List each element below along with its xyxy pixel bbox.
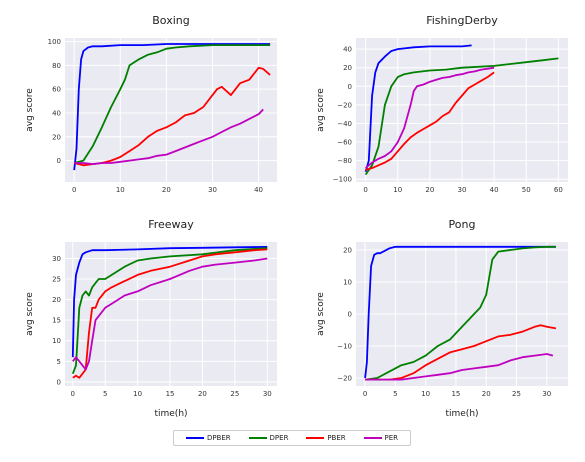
x-tick-label: 0	[363, 186, 367, 194]
y-tick-label: −60	[337, 139, 352, 147]
x-tick-label: 20	[425, 186, 434, 194]
chart-legend: DPBER DPER PBER PER	[173, 430, 411, 446]
y-tick-label: 60	[52, 86, 61, 94]
x-tick-label: 0	[71, 390, 75, 398]
subplot-pong: 0 5 10 15 20 25 30 −20 −10 0 10 20 Pong time(h) avg sc…	[316, 218, 568, 419]
x-tick-label: 5	[103, 390, 107, 398]
series-line-dper	[364, 245, 556, 381]
legend-item-per: PER	[363, 434, 399, 442]
chart-title: Pong	[449, 218, 476, 231]
series-line-dpber	[71, 246, 268, 358]
x-tick-label: 50	[522, 186, 531, 194]
y-tick-label: −20	[337, 101, 352, 109]
series-line-dpber	[364, 44, 472, 173]
y-axis-label: avg score	[316, 292, 326, 336]
y-tick-label: 20	[343, 247, 352, 255]
series-line-per	[74, 108, 264, 166]
legend-label: DPBER	[206, 434, 231, 442]
y-tick-label: 15	[52, 317, 61, 325]
series-line-pber	[72, 248, 268, 379]
y-tick-label: 80	[52, 62, 61, 70]
x-tick-label: 15	[166, 390, 175, 398]
series-line-dper	[71, 247, 268, 375]
legend-swatch	[248, 437, 267, 439]
x-tick-label: 10	[116, 186, 125, 194]
y-tick-label: −80	[337, 157, 352, 165]
y-tick-label: −20	[337, 375, 352, 383]
chart-title: Freeway	[148, 218, 194, 231]
y-tick-label: 20	[52, 296, 61, 304]
y-tick-label: −40	[337, 120, 352, 128]
series-line-per	[72, 257, 268, 371]
series-line-dper	[364, 57, 559, 176]
x-tick-label: 30	[458, 186, 467, 194]
y-axis-label: avg score	[25, 88, 35, 132]
y-axis-label: avg score	[25, 292, 35, 336]
x-tick-label: 0	[72, 186, 76, 194]
plot-background	[65, 242, 277, 386]
x-tick-label: 20	[162, 186, 171, 194]
legend-label: PER	[384, 434, 399, 442]
y-tick-label: 20	[52, 133, 61, 141]
x-tick-label: 25	[512, 390, 521, 398]
x-tick-label: 20	[482, 390, 491, 398]
subplot-freeway: 0 5 10 15 20 25 30 0 5 10 15 20 25 30 Freeway time(h) av…	[25, 218, 277, 419]
chart-title: FishingDerby	[426, 14, 498, 27]
legend-swatch	[185, 437, 204, 439]
x-tick-label: 30	[208, 186, 217, 194]
x-tick-label: 25	[230, 390, 239, 398]
x-tick-label: 10	[393, 186, 402, 194]
x-tick-label: 20	[198, 390, 207, 398]
legend-item-pber: PBER	[306, 434, 346, 442]
x-tick-label: 0	[363, 390, 367, 398]
y-axis-label: avg score	[316, 88, 326, 132]
y-tick-label: 100	[48, 38, 61, 46]
y-tick-label: 0	[348, 311, 352, 319]
legend-item-dper: DPER	[248, 434, 289, 442]
legend-swatch	[363, 437, 382, 439]
subplot-fishingderby: 0 10 20 30 40 50 60 −100 −80 −60 −40 −20 0 20 40 Fishin…	[316, 14, 568, 194]
subplot-boxing: 0 10 20 30 40 0 20 40 60 80 100 Boxing avg score	[25, 14, 277, 194]
legend-label: DPER	[269, 434, 289, 442]
y-tick-label: 0	[57, 378, 61, 386]
y-tick-label: 0	[348, 83, 352, 91]
x-tick-label: 10	[133, 390, 142, 398]
series-line-per	[365, 66, 495, 169]
series-line-dpber	[364, 245, 556, 379]
chart-title: Boxing	[152, 14, 189, 27]
x-axis-label: time(h)	[154, 409, 187, 419]
series-line-pber	[365, 71, 495, 171]
x-axis-label: time(h)	[445, 409, 478, 419]
y-tick-label: 40	[343, 46, 352, 54]
y-tick-label: 0	[57, 157, 61, 165]
y-tick-label: −10	[337, 343, 352, 351]
x-tick-label: 30	[542, 390, 551, 398]
x-tick-label: 60	[554, 186, 563, 194]
series-line-dpber	[73, 43, 271, 171]
y-tick-label: 10	[52, 337, 61, 345]
y-tick-label: 10	[343, 279, 352, 287]
x-tick-label: 40	[254, 186, 263, 194]
legend-swatch	[306, 437, 325, 439]
y-tick-label: 20	[343, 64, 352, 72]
series-line-pber	[73, 66, 271, 167]
legend-label: PBER	[327, 434, 346, 442]
y-tick-label: 40	[52, 109, 61, 117]
y-tick-label: 5	[57, 358, 61, 366]
series-line-per	[365, 353, 554, 381]
x-tick-label: 15	[451, 390, 460, 398]
y-tick-label: 25	[52, 276, 61, 284]
series-line-pber	[365, 324, 557, 381]
x-tick-label: 30	[263, 390, 272, 398]
x-tick-label: 10	[421, 390, 430, 398]
legend-item-dpber: DPBER	[185, 434, 231, 442]
x-tick-label: 5	[393, 390, 397, 398]
series-line-dper	[73, 44, 271, 164]
x-tick-label: 40	[490, 186, 499, 194]
y-tick-label: 30	[52, 255, 61, 263]
plot-background	[65, 38, 277, 182]
y-tick-label: −100	[333, 176, 352, 184]
